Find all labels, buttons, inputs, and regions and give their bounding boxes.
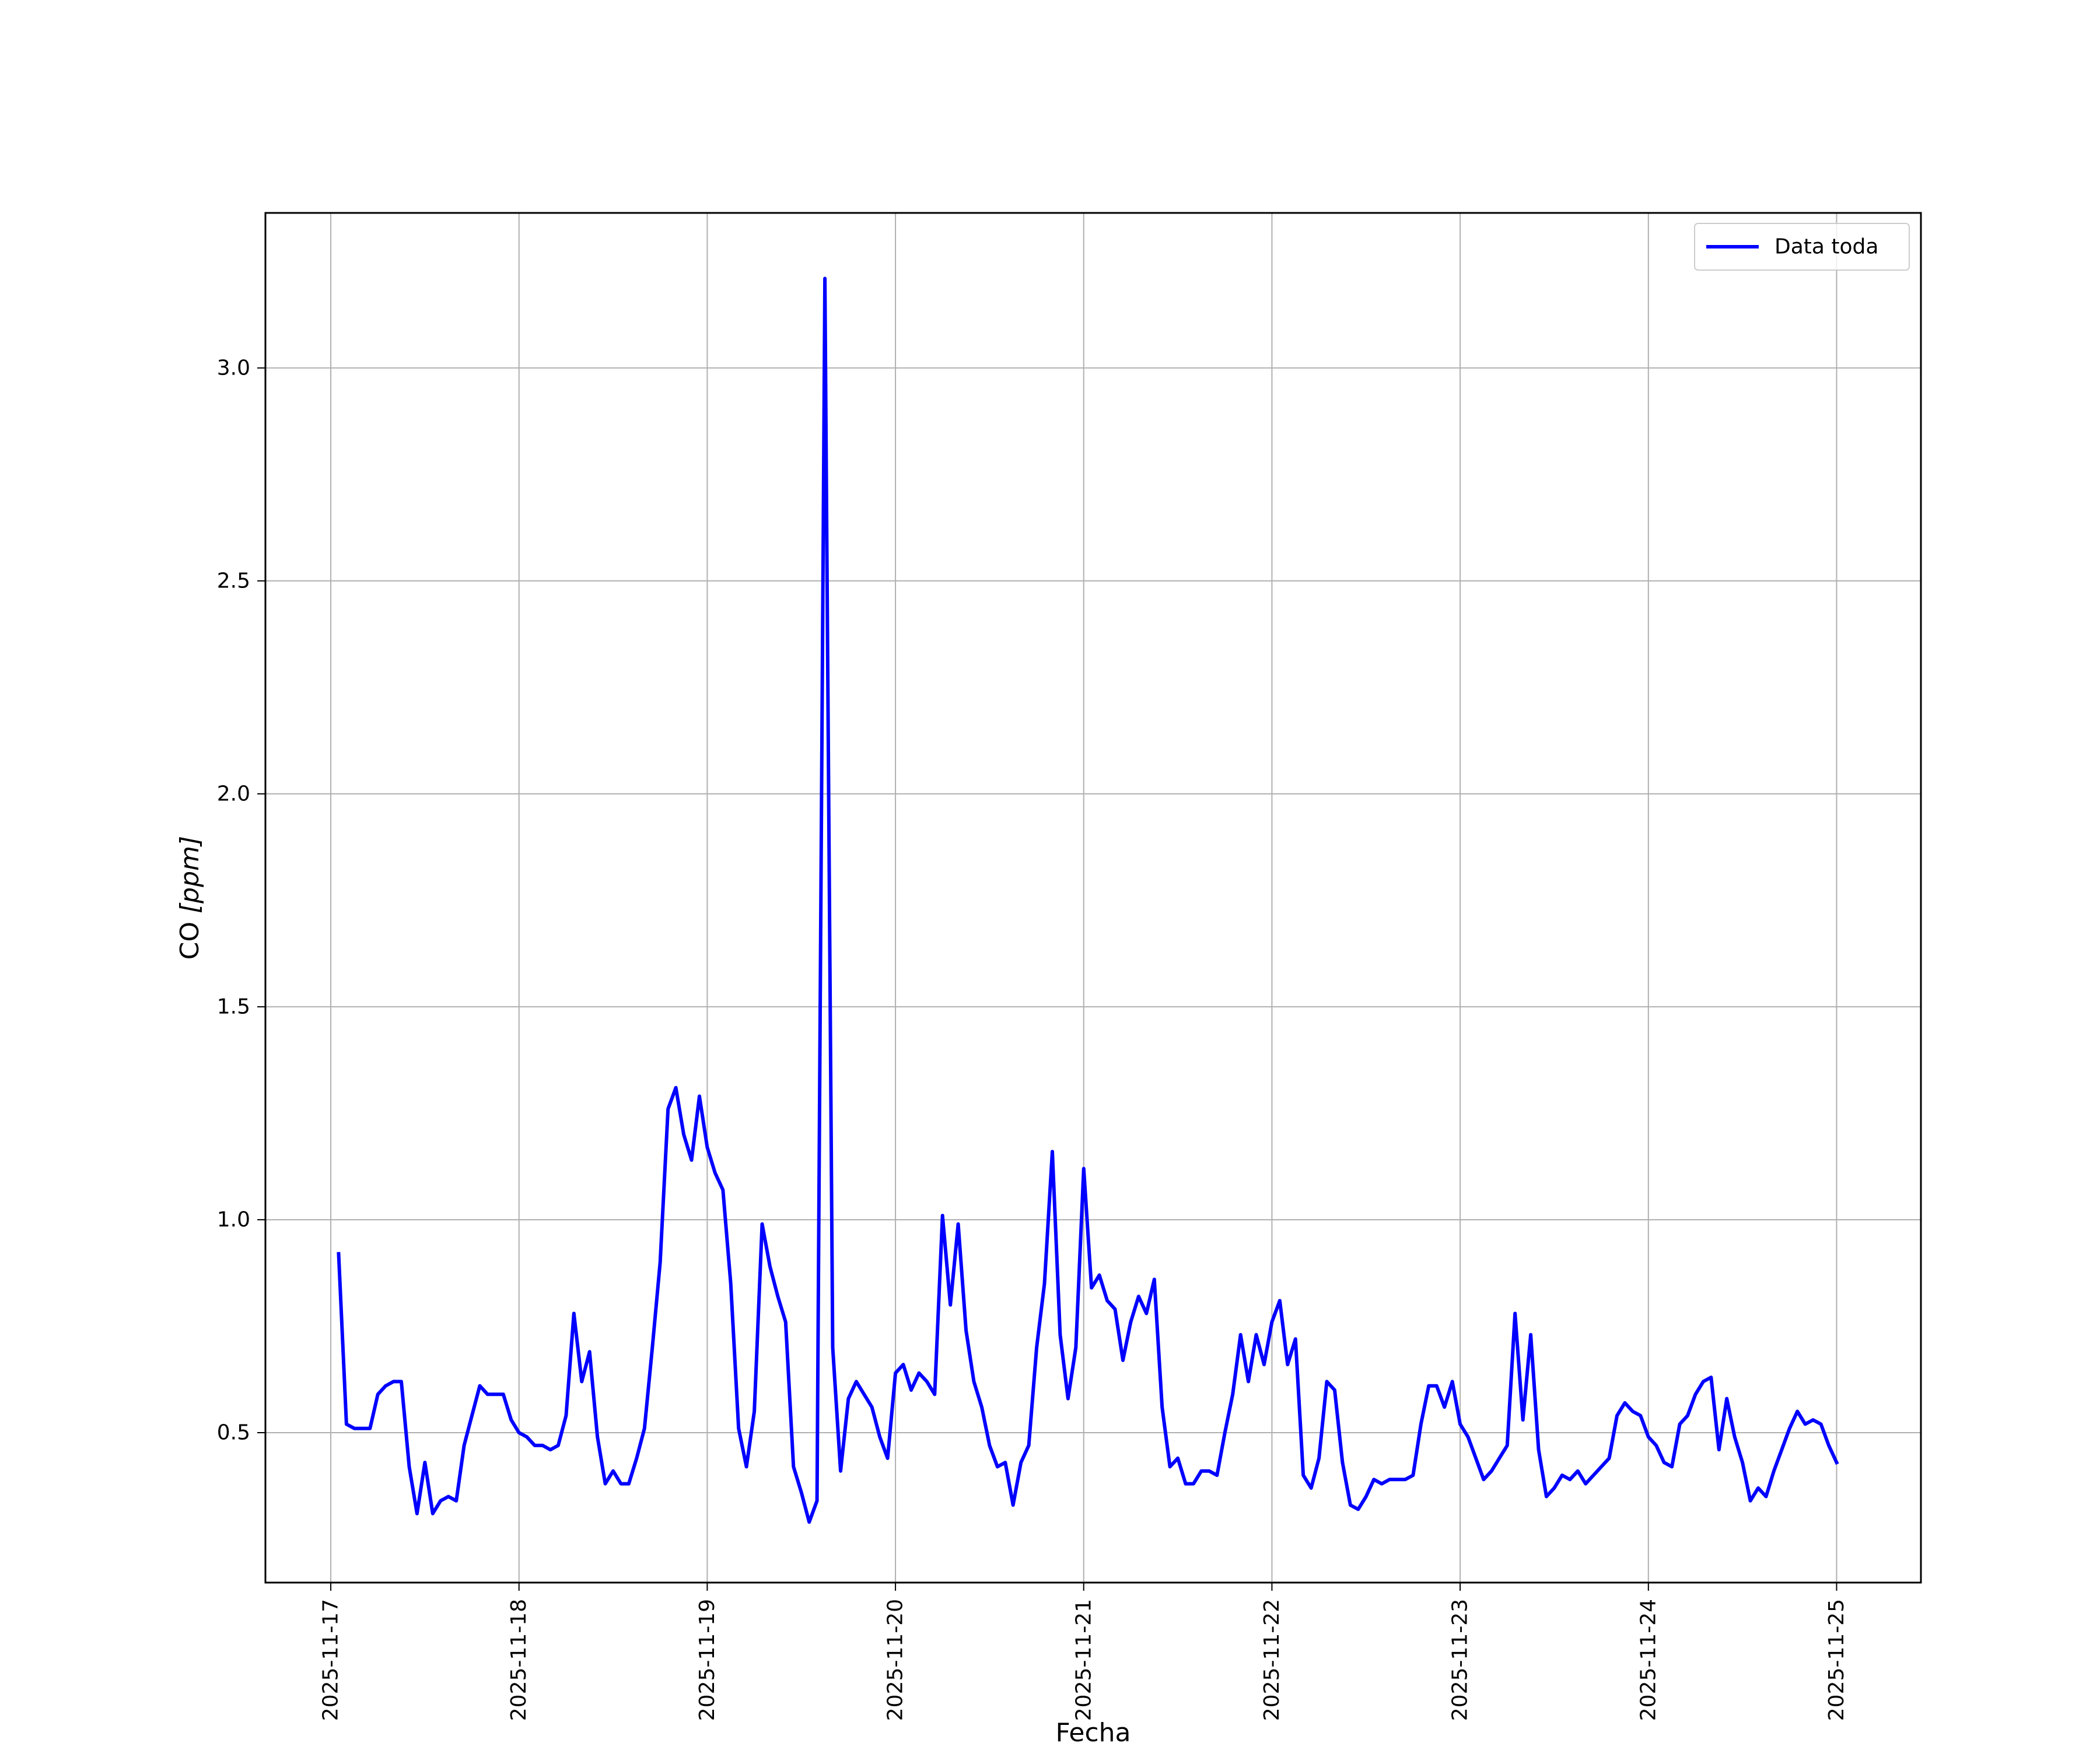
- series-line-0: [337, 276, 1839, 1524]
- x-tick-label: 2025-11-18: [507, 1599, 531, 1721]
- x-tick-label: 2025-11-21: [1072, 1599, 1096, 1721]
- x-tick-label: 2025-11-25: [1825, 1599, 1849, 1721]
- x-axis-ticks: 2025-11-17 2025-11-18 2025-11-19 2025-11-20…: [319, 1583, 1849, 1721]
- y-axis-label: CO [ppm]: [175, 836, 205, 960]
- legend-label: Data toda: [1774, 235, 1878, 259]
- y-tick-label: 0.5: [217, 1421, 250, 1445]
- legend: Data toda: [1694, 223, 1910, 271]
- x-tick-label: 2025-11-20: [884, 1599, 908, 1721]
- y-tick-label: 2.5: [217, 569, 250, 593]
- y-tick-label: 1.0: [217, 1208, 250, 1231]
- x-tick-label: 2025-11-23: [1448, 1599, 1472, 1721]
- y-axis-label-quantity: CO: [175, 914, 205, 960]
- x-tick-label: 2025-11-17: [319, 1599, 343, 1721]
- y-tick-label: 1.5: [217, 995, 250, 1019]
- x-tick-label: 2025-11-19: [695, 1599, 719, 1721]
- y-tick-label: 3.0: [217, 356, 250, 380]
- x-tick-label: 2025-11-24: [1636, 1599, 1660, 1721]
- plot-area-frame: [264, 212, 1922, 1584]
- y-axis-ticks: 0.5 1.0 1.5 2.0 2.5 3.0: [217, 356, 265, 1445]
- y-tick-label: 2.0: [217, 782, 250, 806]
- series-layer: [337, 276, 1839, 1524]
- legend-box: [1694, 223, 1910, 271]
- x-tick-label: 2025-11-22: [1260, 1599, 1284, 1721]
- y-axis-label-unit: [ppm]: [175, 836, 205, 914]
- x-gridlines: [330, 213, 1838, 1583]
- x-axis-label: Fecha: [1055, 1718, 1130, 1748]
